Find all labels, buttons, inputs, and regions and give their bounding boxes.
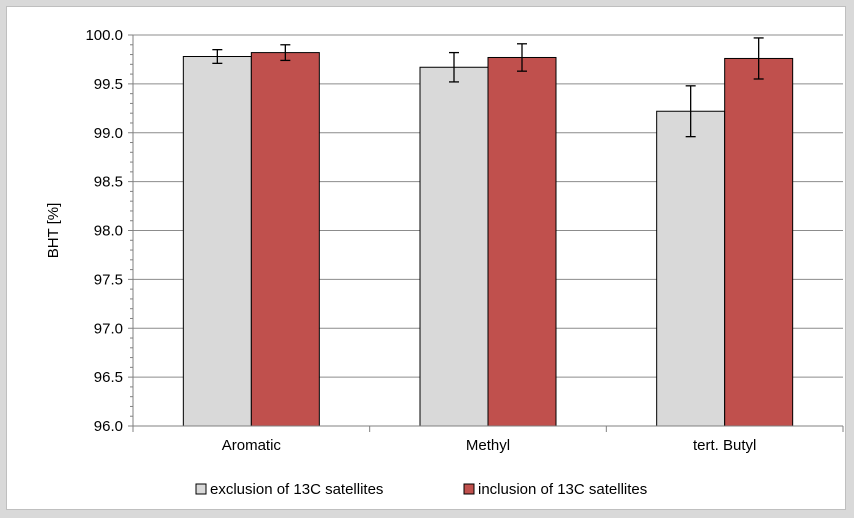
y-tick-label: 99.0: [94, 125, 123, 142]
y-tick-label: 98.5: [94, 174, 123, 191]
bar: [419, 66, 489, 427]
y-tick-label: 100.0: [85, 27, 123, 44]
x-tick-label: Methyl: [466, 437, 510, 454]
bars: [182, 52, 794, 427]
bar: [656, 110, 726, 427]
y-tick-label: 96.0: [94, 418, 123, 435]
x-tick-label: Aromatic: [222, 437, 282, 454]
error-bars: [212, 37, 764, 138]
bar: [250, 52, 320, 427]
x-tick-label: tert. Butyl: [693, 437, 756, 454]
y-axis-ticks: 96.0 96.5 97.0 97.5 98.0 98.5 99.0 99.5 100.0: [85, 27, 133, 435]
x-axis-ticks: Aromatic Methyl tert. Butyl: [132, 426, 844, 454]
y-tick-label: 98.0: [94, 223, 123, 240]
legend: exclusion of 13C satellites inclusion of …: [195, 481, 647, 498]
y-tick-label: 97.0: [94, 320, 123, 337]
legend-swatch: [195, 483, 207, 495]
y-axis-title: BHT [%]: [45, 203, 62, 259]
legend-swatch: [463, 483, 475, 495]
y-tick-label: 96.5: [94, 369, 123, 386]
y-tick-label: 99.5: [94, 76, 123, 93]
bar: [487, 56, 557, 427]
legend-label: exclusion of 13C satellites: [210, 481, 383, 498]
bar: [724, 57, 794, 427]
y-tick-label: 97.5: [94, 271, 123, 288]
legend-label: inclusion of 13C satellites: [478, 481, 647, 498]
bar: [182, 56, 252, 427]
